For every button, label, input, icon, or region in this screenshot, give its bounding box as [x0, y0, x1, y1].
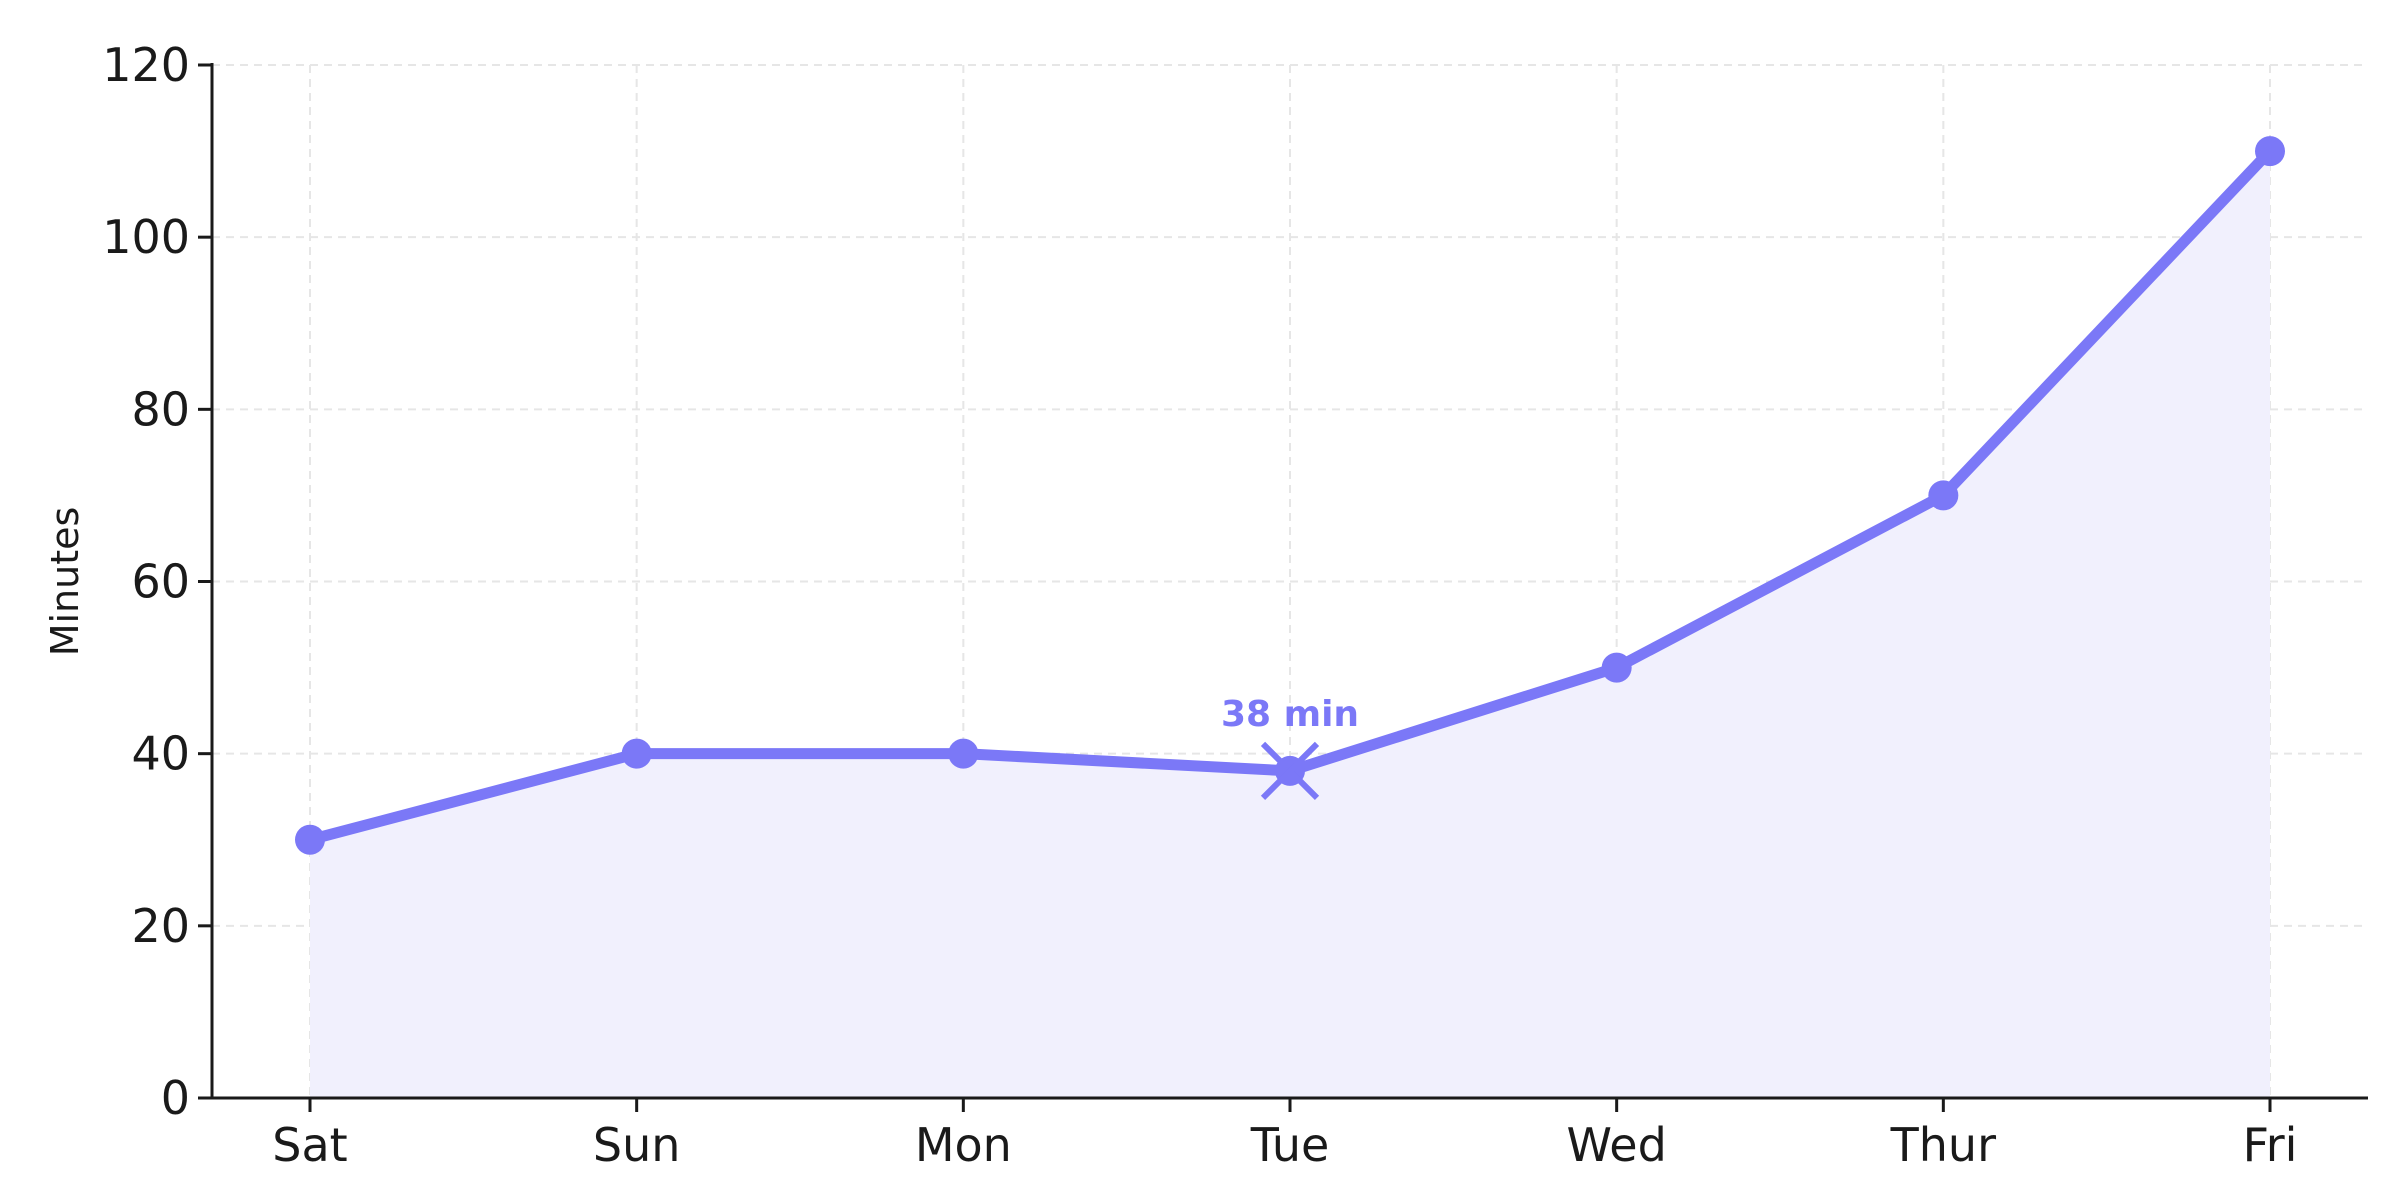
tick-labels: 0 20 40 60 80 100 120 Sat Sun Mon Tue Wed Thur Fri: [102, 38, 2297, 1172]
x-tick-label-mon: Mon: [915, 1118, 1012, 1172]
y-tick-label-0: 0: [161, 1071, 190, 1125]
data-point-thur: [1928, 480, 1959, 511]
x-tick-label-thur: Thur: [1890, 1118, 1996, 1172]
y-tick-label-100: 100: [102, 210, 190, 264]
data-point-wed: [1601, 652, 1632, 683]
y-axis-title: Minutes: [43, 507, 87, 657]
y-tick-label-80: 80: [131, 382, 190, 436]
highlight-x-marker-b: [1260, 741, 1320, 801]
data-point-sat: [295, 824, 325, 855]
x-tick-label-wed: Wed: [1567, 1118, 1667, 1172]
y-tick-label-40: 40: [131, 727, 190, 781]
x-tick-label-tue: Tue: [1250, 1118, 1330, 1172]
x-tick-label-fri: Fri: [2243, 1118, 2298, 1172]
data-point-mon: [948, 738, 979, 769]
y-tick-label-120: 120: [102, 38, 190, 92]
area-fill: [310, 151, 2270, 1099]
x-tick-label-sat: Sat: [272, 1118, 347, 1172]
annotation: 38 min: [1221, 694, 1359, 801]
y-tick-label-20: 20: [131, 899, 190, 953]
y-tick-label-60: 60: [131, 555, 190, 609]
data-point-sun: [621, 738, 652, 769]
highlight-label: 38 min: [1221, 694, 1359, 735]
x-tick-label-sun: Sun: [593, 1118, 681, 1172]
data-point-fri: [2255, 136, 2285, 167]
